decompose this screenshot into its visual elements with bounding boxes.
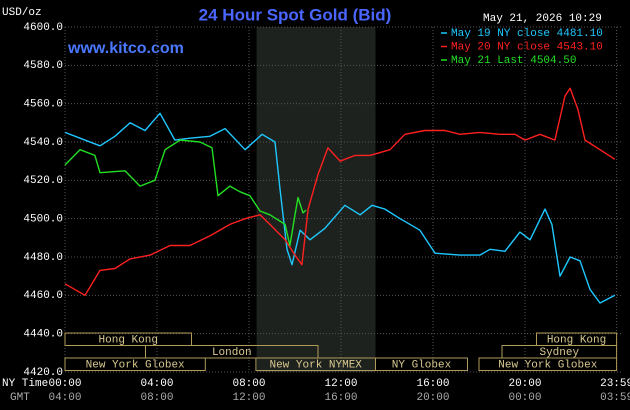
session-bar [64,332,192,346]
legend-label: May 20 NY close 4543.10 [451,41,603,53]
unit-label: USD/oz [2,7,42,19]
series-line [64,139,307,247]
x2-tick-label: 03:59 [600,392,630,404]
session-label: London [212,347,252,359]
x2-axis-label: GMT [10,392,30,404]
y-tick-label: 4540.0 [23,137,63,149]
x2-tick-label: 00:00 [508,392,541,404]
x-tick-label: 23:59 [600,378,630,390]
highlight-band [256,27,376,372]
series-line [64,112,616,304]
timestamp: May 21, 2026 10:29 [483,13,602,25]
session-label: New York Globex [86,360,185,372]
x2-tick-label: 08:00 [140,392,173,404]
x-axis-label: NY Time [2,378,48,390]
x-tick-label: 20:00 [508,378,541,390]
y-tick-label: 4500.0 [23,214,63,226]
session-label: Hong Kong [99,335,158,347]
x2-tick-label: 04:00 [48,392,81,404]
y-tick-label: 4420.0 [23,367,63,379]
x-tick-label: 00:00 [48,378,81,390]
session-bar [64,357,206,371]
y-tick-label: 4600.0 [23,22,63,34]
session-bar [478,357,618,371]
series-line [64,87,616,296]
x-tick-label: 08:00 [232,378,265,390]
y-tick-label: 4440.0 [23,329,63,341]
y-tick-label: 4520.0 [23,175,63,187]
x-tick-label: 16:00 [416,378,449,390]
x2-tick-label: 12:00 [232,392,265,404]
session-label: New York NYMEX [269,360,362,372]
session-label: Sydney [539,347,579,359]
watermark: www.kitco.com [67,40,184,57]
legend-label: May 21 Last 4504.50 [451,55,576,67]
session-bar [145,345,319,359]
session-label: NY Globex [392,360,452,372]
y-tick-label: 4480.0 [23,252,63,264]
legend-label: May 19 NY close 4481.10 [451,28,603,40]
x-tick-label: 12:00 [324,378,357,390]
x-tick-label: 04:00 [140,378,173,390]
x2-tick-label: 16:00 [324,392,357,404]
y-tick-label: 4560.0 [23,99,63,111]
x2-tick-label: 20:00 [416,392,449,404]
y-tick-label: 4580.0 [23,60,63,72]
chart-title: 24 Hour Spot Gold (Bid) [199,5,392,24]
y-tick-label: 4460.0 [23,290,63,302]
session-label: Hong Kong [547,335,606,347]
session-label: New York Globex [498,360,597,372]
session-bar [375,357,468,371]
